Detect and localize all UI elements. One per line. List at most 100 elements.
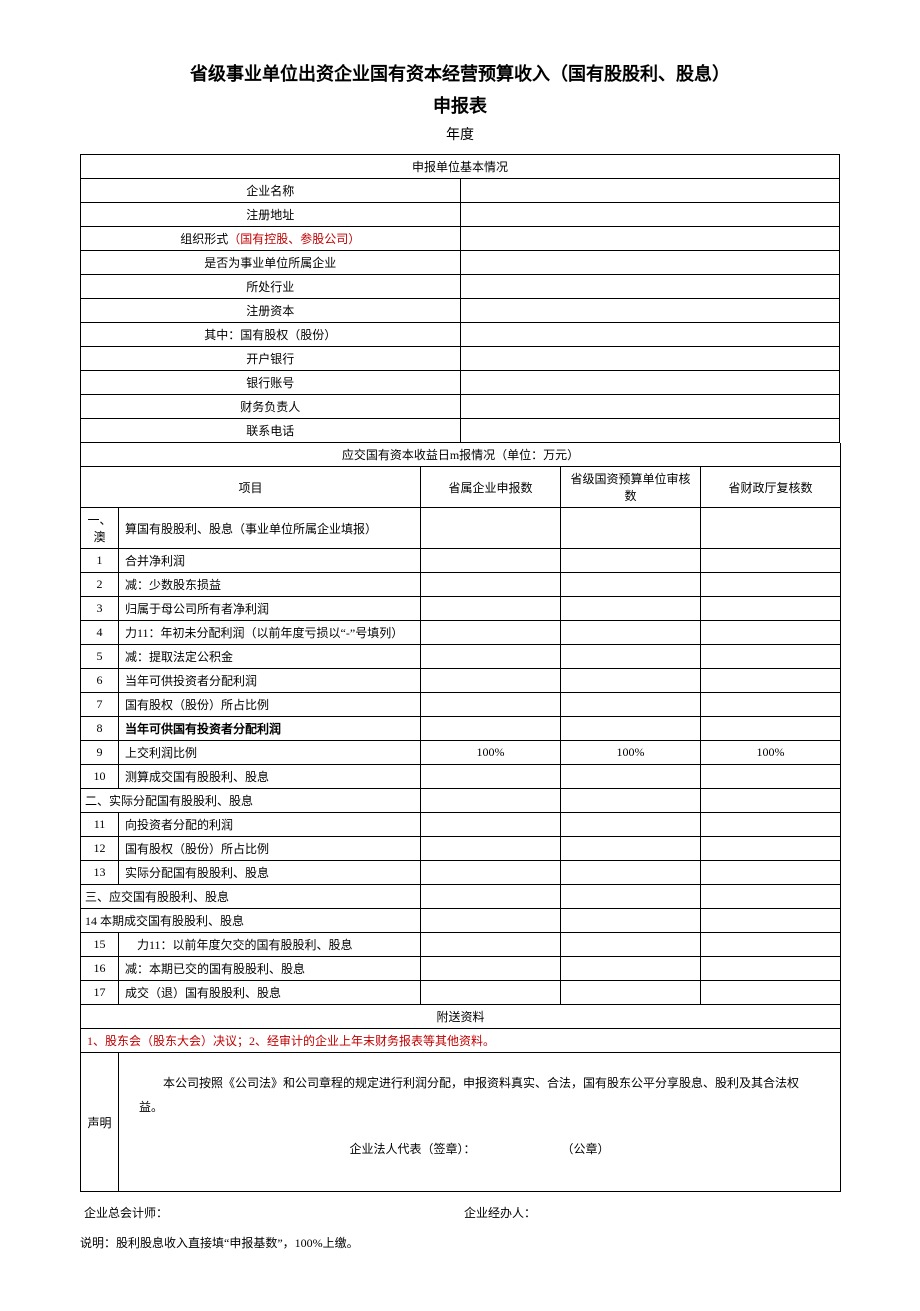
row-label: 实际分配国有股股利、股息 (119, 861, 421, 885)
row-value (701, 981, 841, 1005)
row-label: 合并净利润 (119, 549, 421, 573)
row-value (561, 717, 701, 741)
row-label: 国有股权（股份）所占比例 (119, 837, 421, 861)
basic-row-value (460, 299, 840, 323)
row-num: 16 (81, 957, 119, 981)
row-num: 15 (81, 933, 119, 957)
basic-row-value (460, 203, 840, 227)
row-value (701, 933, 841, 957)
row-value (561, 693, 701, 717)
income-header: 应交国有资本收益日m报情况（单位：万元） (81, 443, 841, 467)
row-value (421, 837, 561, 861)
row-value (701, 813, 841, 837)
row-value (421, 957, 561, 981)
row-label: 当年可供国有投资者分配利润 (119, 717, 421, 741)
row-value (701, 508, 841, 549)
basic-row-label: 注册地址 (81, 203, 461, 227)
row-label: 减：本期已交的国有股股利、股息 (119, 957, 421, 981)
row-label: 归属于母公司所有者净利润 (119, 597, 421, 621)
row-value (701, 957, 841, 981)
row-value (561, 981, 701, 1005)
row-value (421, 693, 561, 717)
stamp-left: 企业法人代表（签章）： (349, 1142, 475, 1156)
row-value (421, 813, 561, 837)
row-value (701, 573, 841, 597)
row-num: 1 (81, 549, 119, 573)
basic-row-label: 企业名称 (81, 179, 461, 203)
row-value (701, 693, 841, 717)
row-label: 减：少数股东损益 (119, 573, 421, 597)
col-v3: 省财政厅复核数 (701, 467, 841, 508)
col-v1: 省属企业申报数 (421, 467, 561, 508)
row-value (701, 645, 841, 669)
row-value (561, 765, 701, 789)
row-value (421, 645, 561, 669)
decl-text: 本公司按照《公司法》和公司章程的规定进行利润分配，申报资料真实、合法，国有股东公… (119, 1053, 841, 1192)
row-value (701, 669, 841, 693)
row-num: 17 (81, 981, 119, 1005)
row-value (561, 508, 701, 549)
foot-right: 企业经办人： (460, 1196, 840, 1224)
basic-row-value (460, 371, 840, 395)
row-value (421, 765, 561, 789)
basic-row-value (460, 419, 840, 443)
row-num: 4 (81, 621, 119, 645)
row-num: 11 (81, 813, 119, 837)
row-label: 向投资者分配的利润 (119, 813, 421, 837)
basic-row-label: 所处行业 (81, 275, 461, 299)
row-num: 9 (81, 741, 119, 765)
foot-left: 企业总会计师： (80, 1196, 460, 1224)
row-value (421, 717, 561, 741)
row-value (701, 837, 841, 861)
basic-row-value (460, 347, 840, 371)
row-value (421, 981, 561, 1005)
row-value (421, 861, 561, 885)
row-value (561, 597, 701, 621)
row-num: 3 (81, 597, 119, 621)
basic-row-label: 银行账号 (81, 371, 461, 395)
row-value (701, 597, 841, 621)
row-num: 一、澳 (81, 508, 119, 549)
row-num: 13 (81, 861, 119, 885)
row-value (561, 837, 701, 861)
row-value (421, 621, 561, 645)
basic-row-label: 财务负责人 (81, 395, 461, 419)
basic-row-value (460, 395, 840, 419)
row-label: 上交利润比例 (119, 741, 421, 765)
row-value (561, 813, 701, 837)
row-value (561, 957, 701, 981)
row-value (421, 573, 561, 597)
basic-row-label: 组织形式（国有控股、参股公司） (81, 227, 461, 251)
note: 说明：股利股息收入直接填“申报基数”，100%上缴。 (80, 1224, 840, 1251)
row-label: 力11：以前年度欠交的国有股股利、股息 (119, 933, 421, 957)
page-title-line2: 申报表 (80, 92, 840, 118)
row-value (701, 717, 841, 741)
row-value (561, 669, 701, 693)
basic-row-value (460, 251, 840, 275)
row-value (561, 573, 701, 597)
row-value (701, 621, 841, 645)
row-label: 成交（退）国有股股利、股息 (119, 981, 421, 1005)
row-value (561, 645, 701, 669)
row-label: 减：提取法定公积金 (119, 645, 421, 669)
basic-row-label: 联系电话 (81, 419, 461, 443)
basic-row-value (460, 323, 840, 347)
row-value (421, 597, 561, 621)
row-value (561, 621, 701, 645)
section-row: 二、实际分配国有股股利、股息 (81, 789, 421, 813)
row-value (701, 765, 841, 789)
row-label: 算国有股股利、股息（事业单位所属企业填报） (119, 508, 421, 549)
basic-row-value (460, 275, 840, 299)
row-value (421, 933, 561, 957)
basic-row-label: 开户银行 (81, 347, 461, 371)
basic-row-label: 其中：国有股权（股份） (81, 323, 461, 347)
row-num: 12 (81, 837, 119, 861)
page-title-line1: 省级事业单位出资企业国有资本经营预算收入（国有股股利、股息） (80, 60, 840, 86)
attach-body: 1、股东会（股东大会）决议；2、经审计的企业上年末财务报表等其他资料。 (81, 1029, 841, 1053)
section-row: 14 本期成交国有股股利、股息 (81, 909, 421, 933)
row-value (421, 549, 561, 573)
basic-row-label: 是否为事业单位所属企业 (81, 251, 461, 275)
row-num: 7 (81, 693, 119, 717)
year-label: 年度 (80, 124, 840, 144)
row-value (701, 861, 841, 885)
